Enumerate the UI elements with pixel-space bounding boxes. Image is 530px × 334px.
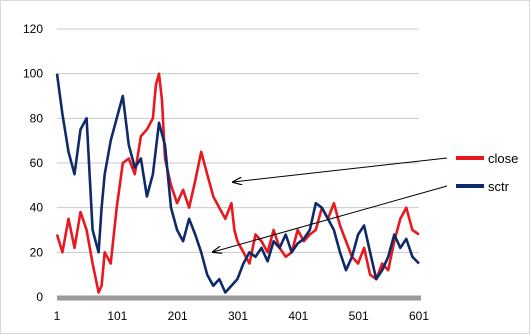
legend-label-sctr: sctr: [488, 179, 510, 194]
y-tick-label: 40: [30, 201, 44, 215]
x-tick-label: 201: [168, 309, 188, 323]
legend-label-close: close: [488, 151, 518, 166]
legend: close sctr: [456, 151, 518, 194]
x-tick-label: 401: [288, 309, 308, 323]
y-axis-ticks: 0 20 40 60 80 100 120: [23, 22, 43, 304]
arrow-to-sctr: [213, 185, 448, 252]
x-tick-label: 1: [54, 309, 61, 323]
x-tick-label: 501: [349, 309, 369, 323]
series-line-close: [55, 72, 420, 294]
x-tick-label: 601: [409, 309, 429, 323]
y-tick-label: 60: [30, 156, 44, 170]
x-tick-label: 301: [228, 309, 248, 323]
annotation-arrows: [213, 157, 448, 252]
y-tick-label: 100: [23, 67, 43, 81]
x-axis-ticks: 1 101 201 301 401 501 601: [54, 309, 430, 323]
legend-item-sctr: sctr: [456, 179, 510, 194]
y-tick-label: 120: [23, 22, 43, 36]
y-tick-label: 80: [30, 111, 44, 125]
arrow-to-close: [233, 157, 448, 182]
series-lines: [55, 72, 420, 294]
series-line-sctr: [55, 73, 420, 294]
y-tick-label: 0: [36, 290, 43, 304]
x-tick-label: 101: [107, 309, 127, 323]
y-tick-label: 20: [30, 245, 44, 259]
legend-item-close: close: [456, 151, 518, 166]
